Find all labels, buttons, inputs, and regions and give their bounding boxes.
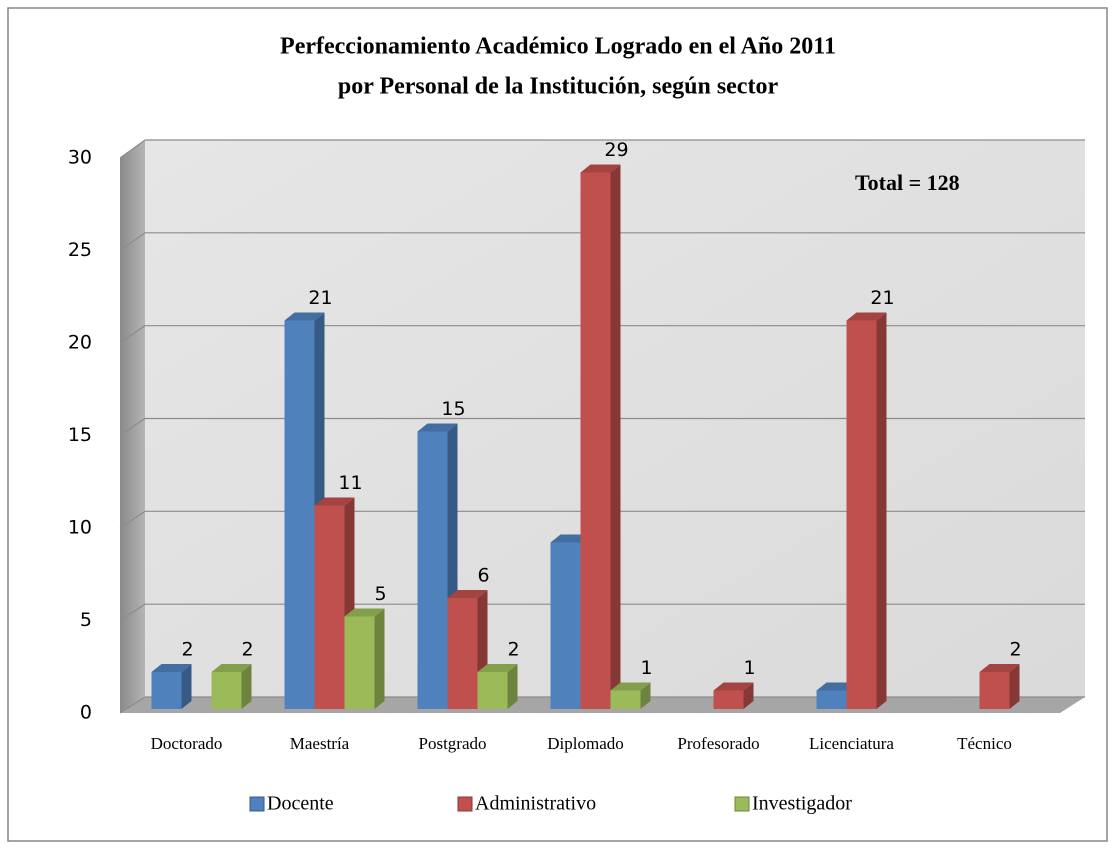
grid-line — [119, 139, 146, 159]
chart-title: Perfeccionamiento Académico Logrado en e… — [280, 34, 836, 60]
bar-top — [713, 682, 754, 691]
bar-top — [477, 664, 518, 672]
bar-front — [447, 598, 478, 709]
grid-line — [119, 603, 146, 622]
y-tick-label: 0 — [80, 702, 92, 724]
legend-swatch — [249, 796, 265, 812]
data-label: 2 — [1009, 639, 1021, 661]
bar — [344, 608, 385, 709]
data-label: 6 — [477, 565, 489, 587]
bar-side — [507, 664, 518, 709]
bar — [979, 664, 1020, 709]
bar-front — [846, 320, 877, 709]
y-tick-label: 10 — [68, 517, 92, 539]
bar — [846, 312, 887, 709]
y-tick-label: 30 — [68, 147, 92, 169]
bar-top — [979, 664, 1020, 672]
x-tick-label: Diplomado — [547, 734, 624, 753]
grid-line — [119, 232, 146, 251]
bar-top — [447, 590, 488, 598]
data-label: 1 — [640, 657, 652, 679]
bar-front — [151, 672, 182, 709]
bar-front — [580, 172, 611, 709]
bar-front — [477, 672, 508, 709]
grid-line — [119, 418, 146, 436]
bar-front — [284, 320, 315, 709]
bar — [211, 664, 252, 709]
bar-front — [211, 672, 242, 709]
grid-line — [119, 510, 146, 529]
bar-top — [284, 312, 325, 321]
chart-title: por Personal de la Institución, según se… — [338, 74, 779, 100]
bar — [151, 664, 192, 709]
bar-top — [211, 664, 252, 672]
bar-side — [374, 608, 385, 709]
legend-swatch — [734, 796, 750, 812]
y-tick-label: 25 — [68, 239, 92, 261]
data-label: 15 — [441, 398, 465, 420]
data-label: 1 — [743, 657, 755, 679]
bar-top — [151, 664, 192, 672]
legend-label: Administrativo — [475, 793, 596, 815]
bar-front — [417, 431, 448, 709]
bar-front — [550, 542, 581, 709]
bar-top — [610, 682, 651, 691]
data-label: 5 — [374, 583, 386, 605]
data-label: 2 — [181, 639, 193, 661]
bar — [580, 164, 621, 709]
legend-swatch — [457, 796, 473, 812]
legend-label: Investigador — [752, 793, 852, 815]
bar-side — [181, 664, 192, 709]
x-tick-label: Licenciatura — [809, 734, 894, 753]
x-tick-label: Postgrado — [419, 734, 487, 753]
bar-front — [713, 690, 744, 709]
bar-front — [610, 690, 641, 709]
bar-top — [846, 312, 887, 321]
bar — [477, 664, 518, 709]
bar-side — [1009, 664, 1020, 709]
y-tick-label: 5 — [80, 609, 92, 631]
x-tick-label: Técnico — [957, 734, 1012, 753]
bar-top — [580, 164, 621, 173]
bar-front — [816, 690, 847, 709]
bar-front — [344, 616, 375, 709]
bar-side — [640, 682, 651, 709]
bar-top — [344, 608, 385, 617]
grid-line — [119, 325, 146, 344]
bar — [713, 682, 754, 709]
data-label: 11 — [338, 472, 362, 494]
data-label: 29 — [604, 139, 628, 161]
y-tick-label: 15 — [68, 424, 92, 446]
data-label: 2 — [241, 639, 253, 661]
data-label: 2 — [507, 639, 519, 661]
bar-side — [743, 682, 754, 709]
annotation: Total = 128 — [855, 170, 960, 195]
data-label: 21 — [870, 287, 894, 309]
grid-line — [119, 696, 146, 714]
bar-top — [417, 423, 458, 432]
bar-side — [610, 164, 621, 709]
bar-side — [876, 312, 887, 709]
bar-top — [314, 497, 355, 506]
bar-side — [241, 664, 252, 709]
bar-front — [314, 505, 345, 709]
x-tick-label: Doctorado — [151, 734, 223, 753]
legend-label: Docente — [267, 793, 334, 815]
bar-front — [979, 672, 1010, 709]
x-tick-label: Profesorado — [677, 734, 759, 753]
y-tick-label: 20 — [68, 332, 92, 354]
data-label: 21 — [308, 287, 332, 309]
bar — [610, 682, 651, 709]
x-tick-label: Maestría — [290, 734, 350, 753]
